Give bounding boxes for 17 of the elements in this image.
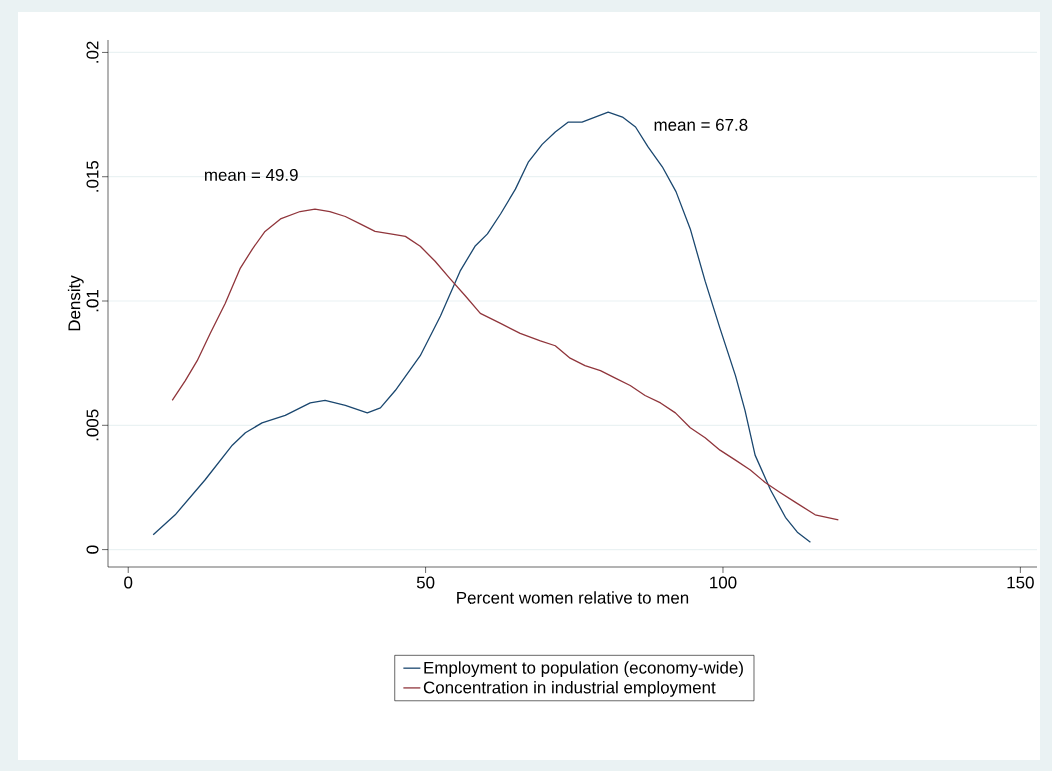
- y-tick-label: .005: [86, 409, 99, 441]
- y-tick-label: 0: [86, 545, 99, 554]
- x-tick-label: 150: [1007, 576, 1034, 589]
- x-tick-label: 100: [710, 576, 737, 589]
- line-series: [171, 208, 840, 521]
- x-tick-label: 0: [124, 576, 133, 589]
- line-series: [152, 111, 812, 543]
- legend-label: Concentration in industrial employment: [423, 681, 716, 697]
- y-tick-label: .015: [86, 160, 99, 192]
- x-axis-title: Percent women relative to men: [457, 591, 689, 604]
- y-tick-label: .01: [86, 290, 99, 312]
- legend-label: Employment to population (economy-wide): [424, 661, 743, 678]
- y-tick-label: .02: [86, 41, 99, 63]
- x-tick-label: 50: [416, 576, 435, 589]
- annotation: mean = 67.8: [654, 118, 748, 131]
- y-axis-title: Density: [67, 275, 84, 331]
- annotation: mean = 49.9: [205, 168, 298, 181]
